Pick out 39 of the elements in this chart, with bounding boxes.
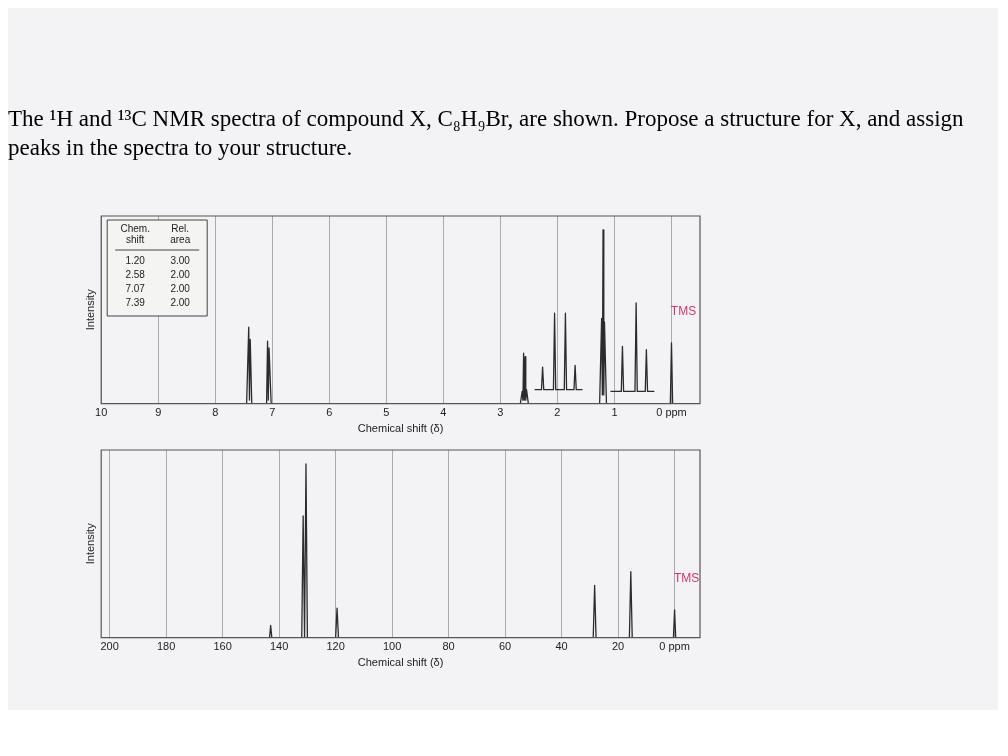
x-tick-label: 6 xyxy=(326,406,333,419)
annotation: 2.00 xyxy=(170,297,191,308)
x-tick-label: 8 xyxy=(212,406,219,419)
x-tick-label: 180 xyxy=(156,640,176,653)
x-tick-label: 80 xyxy=(442,640,455,653)
x-tick-label: 0 ppm xyxy=(656,406,687,419)
annotation: Chem. shift xyxy=(120,223,150,245)
chart-title: The ¹H and ¹³C NMR spectra of compound X, C₈H₉Br, are shown. Propose a structure for X, and assign peaks in the spectra to your structure. xyxy=(8,105,965,162)
annotation: 3.00 xyxy=(170,255,191,266)
x-tick-label: 120 xyxy=(326,640,345,653)
x-tick-label: 40 xyxy=(555,640,568,653)
x-tick-label: 60 xyxy=(498,640,512,653)
x-tick-label: 5 xyxy=(383,406,390,419)
annotation: 2.00 xyxy=(170,269,191,280)
annotation: TMS xyxy=(673,570,700,585)
x-tick-label: 160 xyxy=(213,640,232,653)
x-tick-label: 200 xyxy=(100,640,119,653)
annotation: Rel. area xyxy=(170,223,191,245)
x-tick-label: 10 xyxy=(95,406,108,419)
x-tick-label: 100 xyxy=(382,640,402,653)
x-tick-label: 3 xyxy=(497,406,504,419)
x-tick-label: 2 xyxy=(554,406,561,419)
x-tick-label: 4 xyxy=(440,406,447,419)
annotation: 1.20 xyxy=(125,255,146,266)
x-tick-label: 140 xyxy=(269,640,289,653)
y-axis-title: Intensity xyxy=(83,522,96,565)
annotation: 2.58 xyxy=(125,269,146,280)
x-axis-title: Chemical shift (δ) xyxy=(357,422,444,435)
annotation: 2.00 xyxy=(170,283,191,294)
x-tick-label: 1 xyxy=(611,406,618,419)
x-tick-label: 0 ppm xyxy=(659,640,690,653)
annotation: 7.07 xyxy=(125,283,146,294)
annotation: 7.39 xyxy=(125,297,146,308)
annotation: TMS xyxy=(670,303,697,318)
x-tick-label: 20 xyxy=(611,640,625,653)
x-tick-label: 7 xyxy=(269,406,276,419)
x-tick-label: 9 xyxy=(155,406,162,419)
y-axis-title: Intensity xyxy=(83,288,96,331)
x-axis-title: Chemical shift (δ) xyxy=(357,656,444,669)
